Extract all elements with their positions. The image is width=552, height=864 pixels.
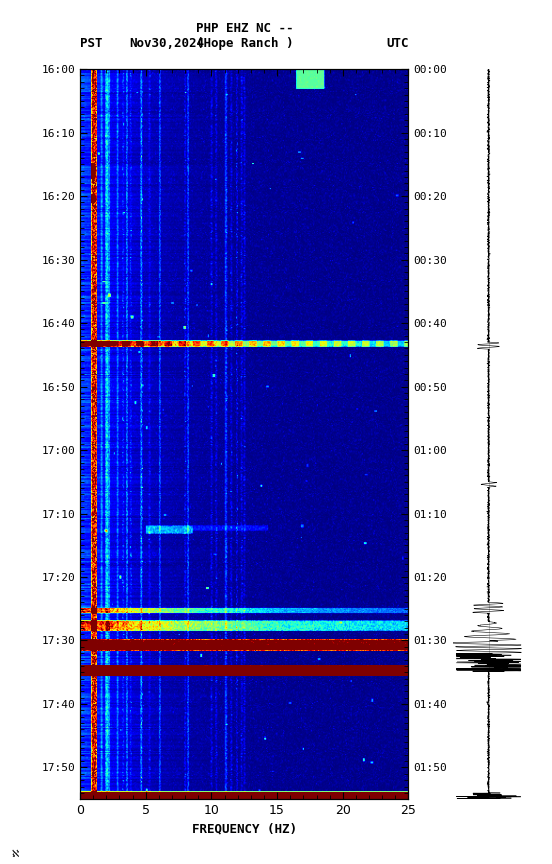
X-axis label: FREQUENCY (HZ): FREQUENCY (HZ) xyxy=(192,823,297,835)
Text: Nov30,2024: Nov30,2024 xyxy=(130,37,205,50)
Text: UTC: UTC xyxy=(386,37,408,50)
Text: PST: PST xyxy=(80,37,103,50)
Text: $\aleph$: $\aleph$ xyxy=(11,848,20,859)
Text: (Hope Ranch ): (Hope Ranch ) xyxy=(195,37,293,50)
Text: PHP EHZ NC --: PHP EHZ NC -- xyxy=(195,22,293,35)
